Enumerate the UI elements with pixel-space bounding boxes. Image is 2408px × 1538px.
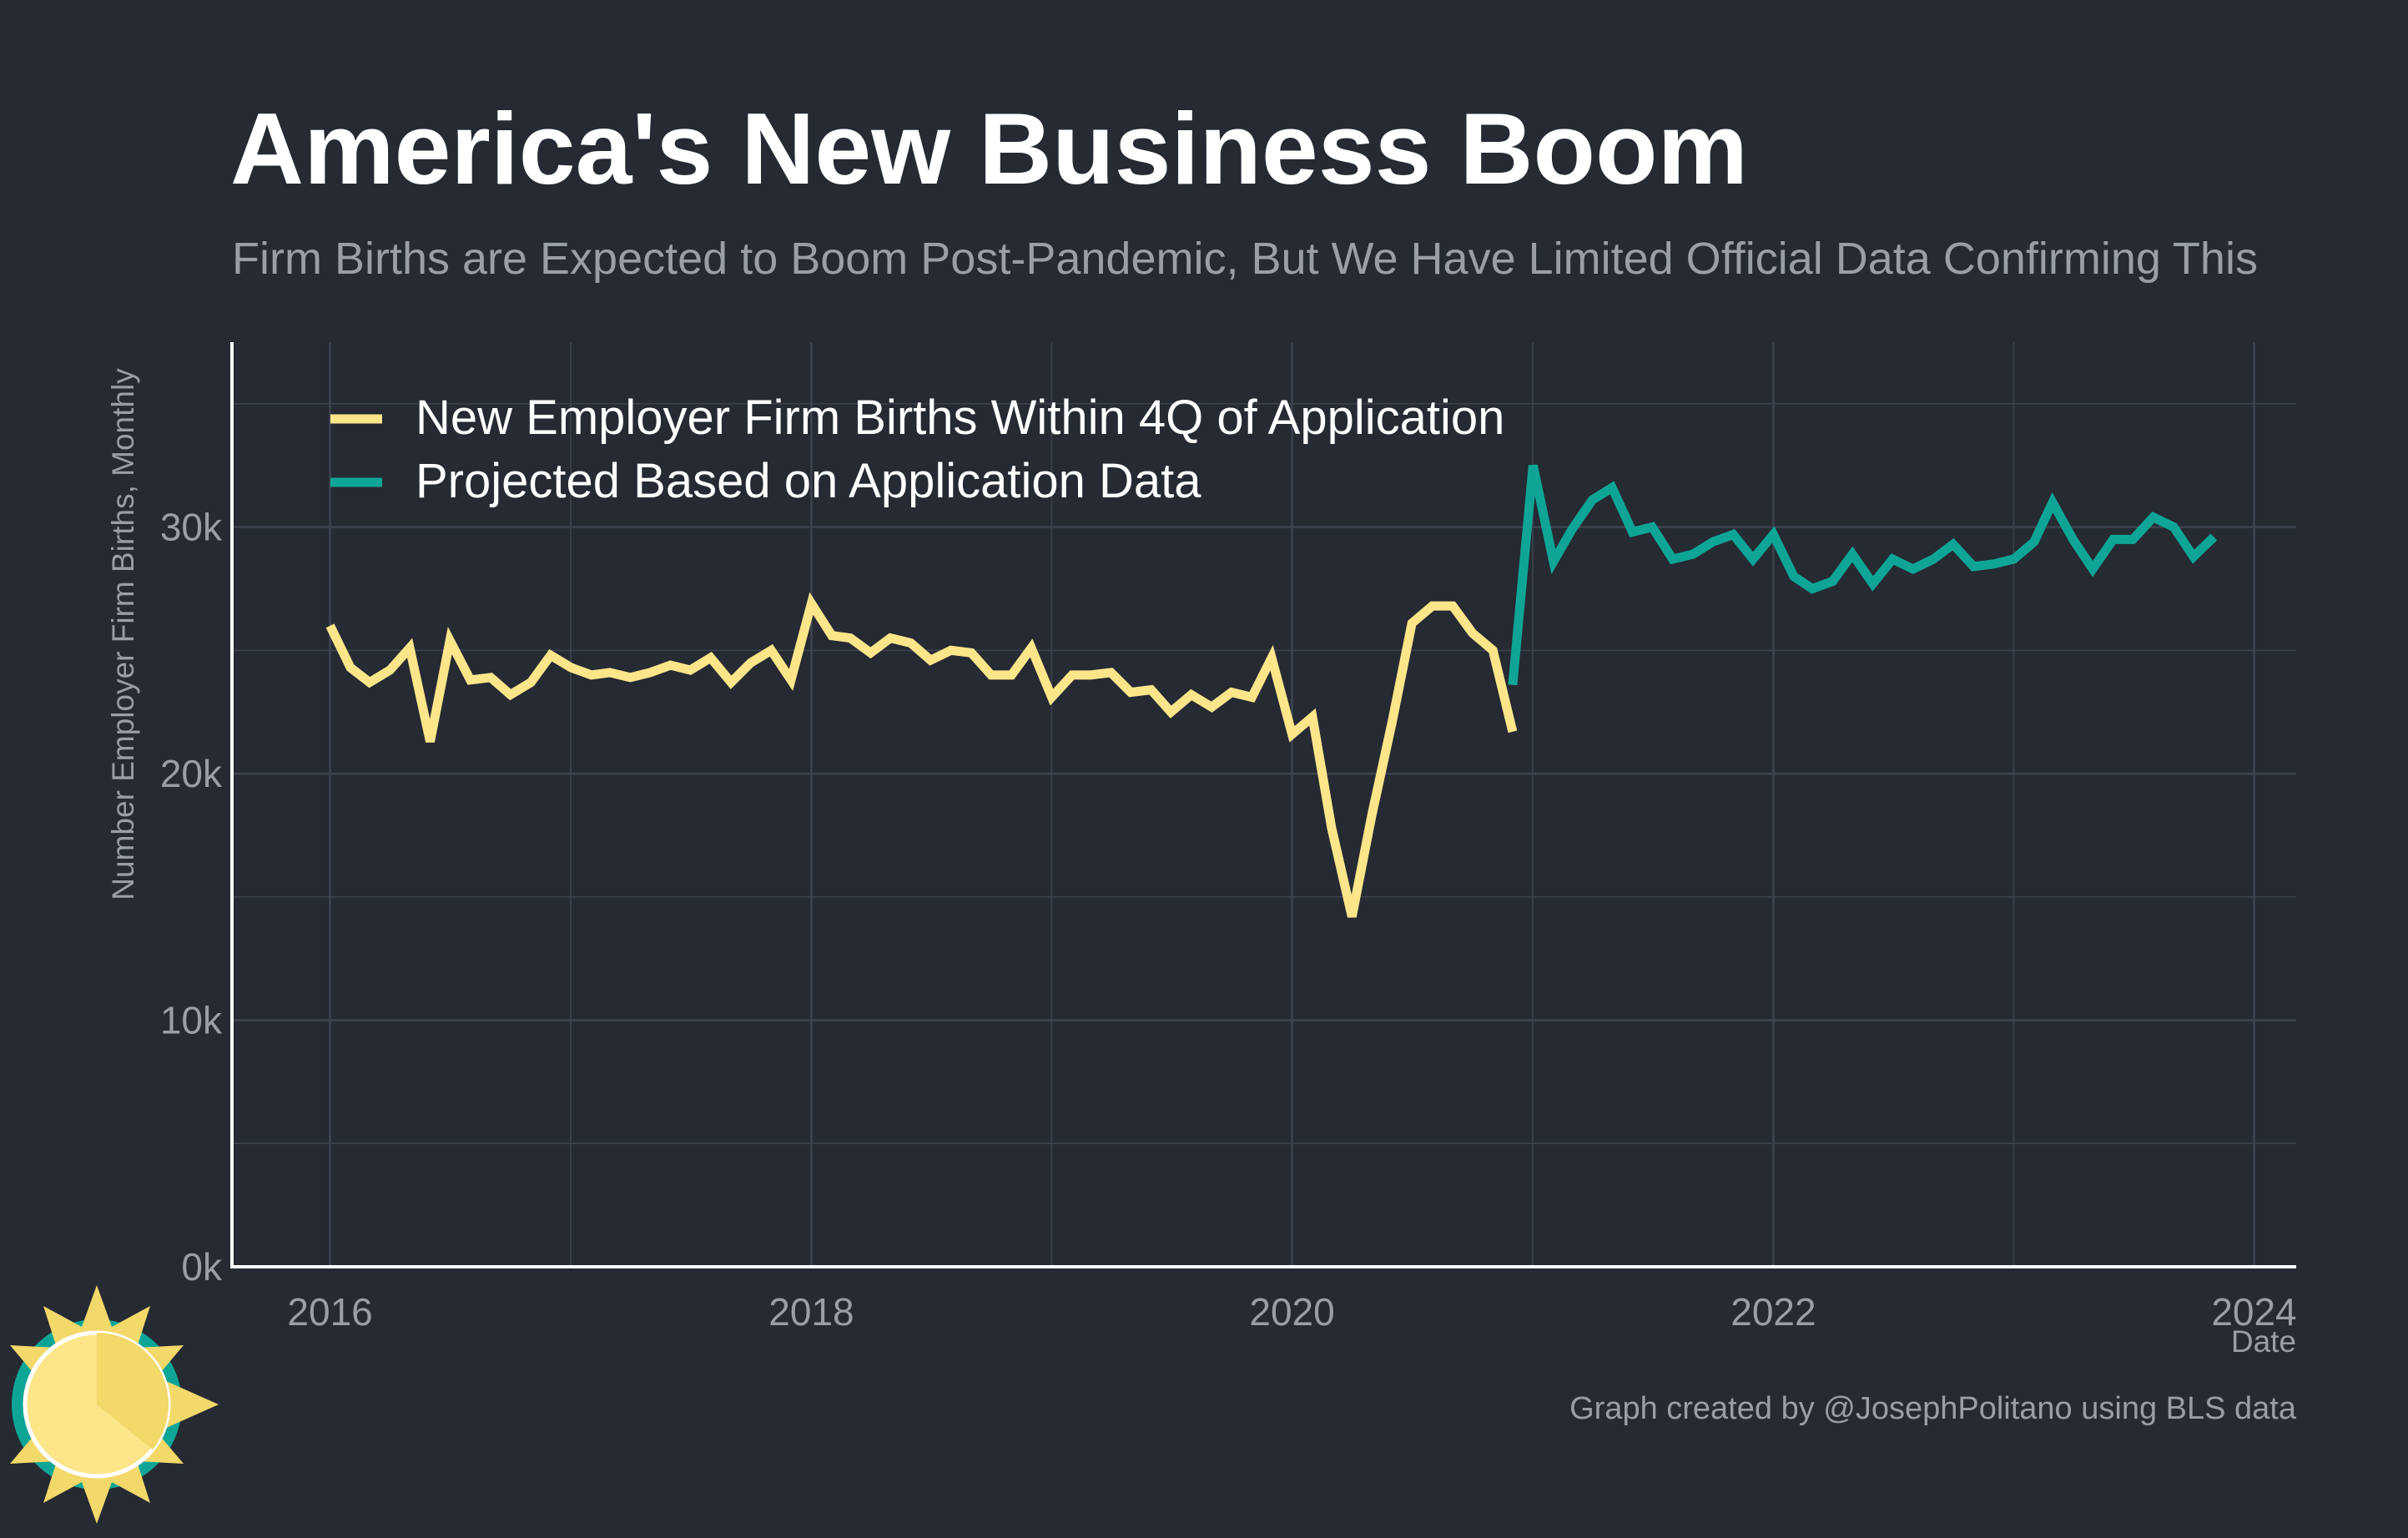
legend-label: New Employer Firm Births Within 4Q of Ap… <box>416 391 1504 445</box>
grid <box>232 342 2296 1267</box>
caption: Graph created by @JosephPolitano using B… <box>1569 1391 2297 1426</box>
axes: 0k 10k 20k 30k 2016 2018 2020 2022 2024 <box>160 342 2297 1334</box>
y-tick-label: 0k <box>181 1245 223 1288</box>
x-axis-label: Date <box>2231 1324 2296 1359</box>
series-layer <box>325 464 2218 918</box>
sun-logo-icon <box>10 1285 219 1524</box>
legend-label: Projected Based on Application Data <box>416 454 1201 508</box>
chart-title: America's New Business Boom <box>230 92 1748 205</box>
x-tick-label: 2020 <box>1249 1290 1334 1334</box>
x-tick-label: 2016 <box>287 1290 372 1334</box>
x-tick-label: 2022 <box>1730 1290 1816 1334</box>
legend: New Employer Firm Births Within 4Q of Ap… <box>330 391 1504 508</box>
x-tick-label: 2024 <box>2211 1290 2296 1334</box>
y-tick-label: 30k <box>160 506 223 549</box>
y-axis-label: Number Employer Firm Births, Monthly <box>106 368 140 900</box>
series-projected-line <box>1508 464 2218 686</box>
x-tick-label: 2018 <box>768 1290 854 1334</box>
y-tick-label: 20k <box>160 752 223 795</box>
chart-subtitle: Firm Births are Expected to Boom Post-Pa… <box>232 234 2258 284</box>
y-tick-label: 10k <box>160 999 223 1042</box>
series-actual-line <box>325 592 1518 918</box>
